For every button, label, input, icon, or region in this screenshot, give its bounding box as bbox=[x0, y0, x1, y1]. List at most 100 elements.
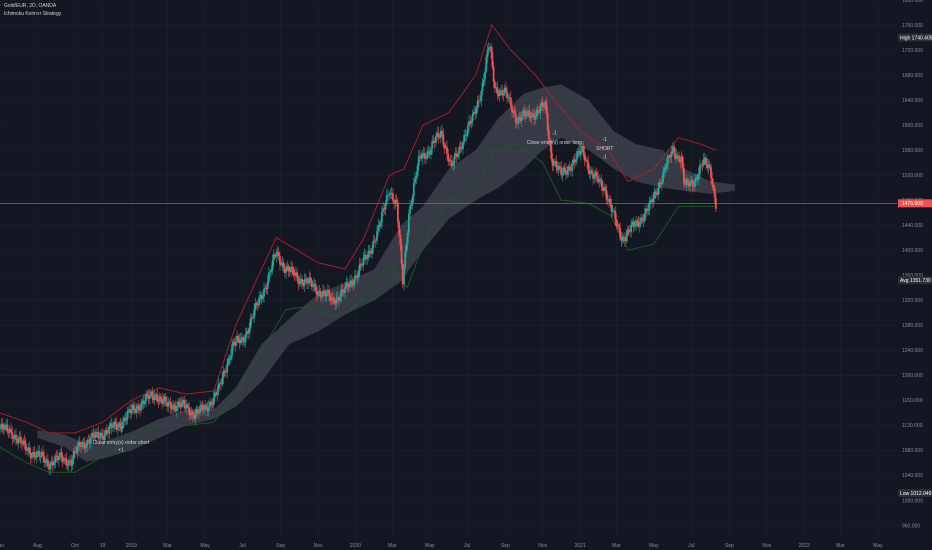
x-tick-label: Jul bbox=[688, 543, 694, 549]
candle-body bbox=[109, 423, 112, 427]
candle-body bbox=[633, 226, 636, 228]
candle-body bbox=[438, 137, 441, 138]
candle-body bbox=[220, 383, 222, 385]
candle-body bbox=[562, 167, 565, 174]
candle-body bbox=[226, 364, 229, 373]
candle-body bbox=[21, 442, 24, 445]
candle-body bbox=[602, 187, 604, 191]
candle-body bbox=[329, 295, 332, 301]
candle-body bbox=[124, 417, 127, 421]
candle-body bbox=[200, 404, 203, 407]
candle-body bbox=[582, 145, 585, 153]
candle-body bbox=[576, 151, 579, 160]
candle-body bbox=[626, 229, 629, 236]
candle-body bbox=[56, 456, 59, 461]
candle-body bbox=[54, 455, 57, 463]
candle-body bbox=[213, 392, 216, 397]
candle-body bbox=[18, 436, 21, 439]
lower-keltner-band bbox=[0, 143, 716, 473]
candle-body bbox=[34, 456, 37, 458]
candle-body bbox=[439, 130, 442, 138]
candle-body bbox=[528, 110, 531, 118]
candle-body bbox=[559, 165, 561, 168]
candle-body bbox=[395, 200, 398, 203]
candle-body bbox=[85, 446, 87, 449]
candle-body bbox=[442, 133, 445, 145]
candle-body bbox=[578, 151, 581, 155]
candle-body bbox=[247, 331, 249, 334]
x-tick-label: May bbox=[200, 543, 210, 549]
candle-body bbox=[469, 120, 472, 124]
candle-body bbox=[274, 254, 276, 257]
candle-body bbox=[497, 93, 500, 96]
candle-body bbox=[561, 173, 564, 176]
candle-body bbox=[679, 162, 682, 163]
candle-body bbox=[205, 404, 208, 407]
candle-body bbox=[534, 116, 537, 120]
candle-body bbox=[681, 156, 684, 169]
candle-body bbox=[279, 256, 281, 265]
candle-body bbox=[540, 102, 543, 107]
candle-body bbox=[173, 404, 176, 407]
candle-body bbox=[110, 423, 113, 429]
candle-body bbox=[51, 461, 54, 466]
candle-body bbox=[118, 422, 121, 428]
candle-body bbox=[495, 87, 497, 89]
candle-body bbox=[376, 231, 378, 241]
candle-body bbox=[641, 217, 644, 220]
candle-body bbox=[298, 281, 301, 284]
candle-body bbox=[0, 423, 3, 429]
candle-body bbox=[76, 446, 79, 453]
candle-body bbox=[566, 170, 569, 175]
candle-body bbox=[233, 341, 236, 346]
candle-body bbox=[175, 407, 178, 412]
candles bbox=[0, 41, 717, 475]
candle-body bbox=[264, 287, 267, 289]
candle-body bbox=[62, 458, 65, 462]
candle-body bbox=[436, 132, 439, 137]
candle-body bbox=[696, 177, 699, 180]
candle-body bbox=[65, 458, 68, 466]
candle-body bbox=[172, 404, 175, 410]
candle-body bbox=[481, 82, 484, 92]
candle-body bbox=[571, 163, 574, 171]
candle-body bbox=[325, 293, 328, 297]
candle-body bbox=[307, 282, 310, 284]
candle-body bbox=[320, 296, 323, 298]
candle-body bbox=[625, 235, 628, 242]
y-tick-label: 1240.000 bbox=[902, 348, 923, 354]
candle-body bbox=[703, 157, 706, 160]
candle-body bbox=[23, 440, 26, 444]
candle-body bbox=[315, 290, 318, 296]
candle-body bbox=[119, 422, 122, 427]
candle-body bbox=[50, 461, 53, 464]
candle-body bbox=[299, 278, 302, 282]
candle-body bbox=[518, 117, 521, 119]
candle-body bbox=[102, 435, 105, 440]
candle-body bbox=[177, 401, 179, 408]
candle-body bbox=[322, 290, 324, 297]
x-tick-label: Sep bbox=[276, 543, 285, 549]
candle-body bbox=[283, 268, 286, 273]
candle-body bbox=[40, 451, 43, 456]
candle-body bbox=[306, 278, 308, 284]
candle-body bbox=[490, 46, 493, 53]
candle-body bbox=[114, 421, 117, 424]
candle-body bbox=[464, 134, 467, 137]
candle-body bbox=[516, 122, 518, 124]
candle-body bbox=[125, 418, 128, 421]
candle-body bbox=[404, 251, 407, 268]
candle-body bbox=[17, 438, 20, 444]
candle-body bbox=[96, 431, 98, 433]
candle-body bbox=[584, 159, 587, 161]
candle-body bbox=[710, 166, 712, 179]
candle-body bbox=[272, 254, 275, 261]
candle-body bbox=[2, 427, 5, 430]
candle-body bbox=[201, 404, 204, 411]
candle-body bbox=[211, 404, 214, 406]
candle-body bbox=[291, 266, 294, 269]
candle-body bbox=[234, 341, 237, 346]
candle-body bbox=[487, 47, 490, 51]
candle-body bbox=[347, 286, 350, 288]
